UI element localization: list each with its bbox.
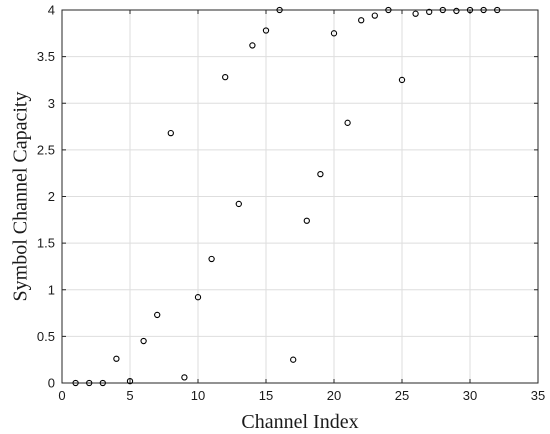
- x-tick-label: 15: [259, 388, 273, 403]
- data-point: [276, 6, 283, 14]
- data-point: [208, 255, 215, 263]
- x-tick-label: 10: [191, 388, 205, 403]
- x-tick-label: 0: [58, 388, 65, 403]
- axis-ticks: 0 5 10 15 20 25 30 35 0 0.5 1 1.5 2 2.5 3 3.5 4: [37, 3, 545, 404]
- data-point: [494, 6, 501, 14]
- x-tick-label: 20: [327, 388, 341, 403]
- x-tick-label: 25: [395, 388, 409, 403]
- data-point: [330, 30, 338, 37]
- y-tick-label: 1: [48, 282, 55, 297]
- data-point: [249, 42, 256, 49]
- y-tick-label: 4: [48, 3, 55, 18]
- data-point: [86, 379, 93, 387]
- data-point: [358, 17, 365, 24]
- x-tick-label: 5: [126, 388, 133, 403]
- data-point: [140, 337, 147, 345]
- data-point: [371, 12, 378, 19]
- x-tick-label: 30: [463, 388, 477, 403]
- data-point: [99, 379, 106, 387]
- y-tick-label: 2.5: [37, 142, 55, 157]
- data-point: [194, 294, 202, 301]
- data-point: [113, 355, 120, 362]
- data-point: [453, 7, 460, 15]
- data-point: [412, 10, 419, 17]
- data-point: [426, 8, 433, 16]
- data-point: [398, 76, 406, 84]
- y-tick-label: 2: [48, 189, 55, 204]
- data-point: [385, 6, 392, 14]
- data-point: [167, 129, 174, 137]
- data-point: [154, 311, 161, 319]
- y-tick-label: 1.5: [37, 236, 55, 251]
- data-points: [72, 6, 501, 387]
- x-axis-label: Channel Index: [241, 411, 358, 433]
- data-point: [290, 356, 297, 363]
- data-point: [303, 217, 310, 224]
- data-point: [222, 73, 229, 81]
- y-tick-label: 0: [48, 376, 55, 391]
- data-point: [317, 170, 324, 178]
- data-point: [72, 379, 79, 387]
- data-point: [262, 27, 270, 34]
- data-point: [466, 6, 474, 14]
- y-tick-label: 3.5: [37, 49, 55, 64]
- data-point: [480, 6, 487, 14]
- data-point: [344, 119, 351, 126]
- data-point: [439, 6, 446, 14]
- data-point: [126, 377, 134, 385]
- y-axis-label: Symbol Channel Capacity: [10, 92, 32, 302]
- x-tick-label: 35: [531, 388, 545, 403]
- data-point: [181, 374, 188, 381]
- y-tick-label: 0.5: [37, 329, 55, 344]
- y-tick-label: 3: [48, 96, 55, 111]
- data-point: [235, 200, 242, 208]
